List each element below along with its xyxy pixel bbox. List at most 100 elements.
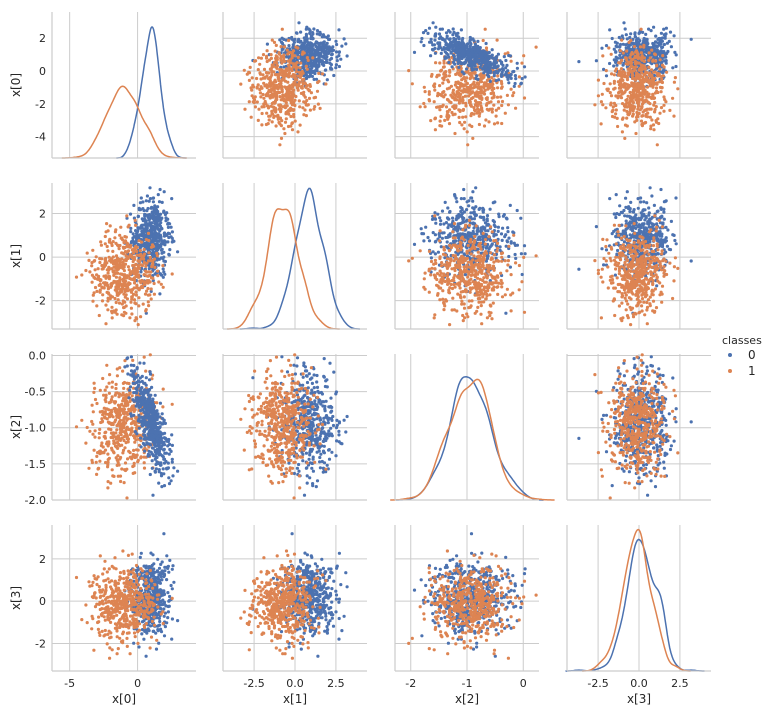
scatter-point-0 bbox=[671, 66, 675, 70]
scatter-point-1 bbox=[630, 74, 634, 78]
scatter-point-0 bbox=[466, 50, 470, 55]
scatter-point-0 bbox=[476, 39, 480, 44]
scatter-point-1 bbox=[116, 279, 120, 284]
scatter-point-0 bbox=[148, 197, 152, 201]
scatter-point-1 bbox=[137, 239, 141, 243]
scatter-point-0 bbox=[439, 219, 443, 223]
scatter-point-1 bbox=[630, 104, 634, 108]
scatter-point-0 bbox=[448, 30, 452, 34]
scatter-point-1 bbox=[649, 73, 654, 77]
scatter-point-1 bbox=[111, 249, 115, 253]
scatter-point-1 bbox=[509, 273, 513, 277]
scatter-point-1 bbox=[635, 110, 639, 115]
scatter-point-1 bbox=[266, 106, 271, 110]
scatter-point-1 bbox=[106, 271, 110, 275]
scatter-point-1 bbox=[105, 290, 109, 294]
scatter-point-1 bbox=[125, 214, 129, 218]
scatter-point-0 bbox=[500, 70, 504, 74]
scatter-point-1 bbox=[484, 297, 488, 301]
scatter-point-1 bbox=[259, 95, 263, 99]
scatter-point-0 bbox=[612, 64, 616, 68]
scatter-point-1 bbox=[438, 108, 442, 112]
scatter-point-1 bbox=[107, 255, 111, 259]
scatter-point-1 bbox=[108, 237, 112, 241]
scatter-point-0 bbox=[497, 215, 501, 219]
scatter-point-1 bbox=[130, 312, 134, 316]
scatter-point-1 bbox=[105, 244, 109, 249]
scatter-point-1 bbox=[121, 266, 125, 270]
scatter-point-0 bbox=[445, 36, 449, 40]
scatter-point-1 bbox=[423, 271, 427, 275]
scatter-point-1 bbox=[101, 267, 105, 271]
scatter-point-1 bbox=[628, 96, 633, 100]
scatter-point-1 bbox=[471, 90, 475, 94]
scatter-point-1 bbox=[500, 103, 504, 108]
scatter-point-0 bbox=[150, 211, 154, 215]
scatter-point-0 bbox=[334, 66, 338, 70]
scatter-point-0 bbox=[144, 222, 148, 226]
scatter-point-0 bbox=[507, 53, 511, 58]
panel-r0-c3 bbox=[566, 12, 711, 159]
scatter-point-1 bbox=[110, 259, 114, 263]
scatter-point-0 bbox=[641, 30, 645, 34]
scatter-point-1 bbox=[118, 290, 122, 294]
scatter-point-1 bbox=[105, 222, 109, 226]
scatter-point-1 bbox=[630, 81, 634, 85]
scatter-point-1 bbox=[451, 253, 455, 258]
scatter-point-1 bbox=[496, 86, 500, 90]
scatter-point-1 bbox=[261, 53, 266, 57]
scatter-point-0 bbox=[486, 229, 490, 233]
scatter-point-1 bbox=[423, 287, 427, 291]
scatter-point-0 bbox=[442, 38, 446, 42]
scatter-point-0 bbox=[460, 221, 464, 225]
scatter-point-1 bbox=[103, 242, 107, 246]
scatter-point-1 bbox=[100, 257, 104, 261]
scatter-point-0 bbox=[471, 190, 475, 194]
scatter-point-1 bbox=[499, 95, 503, 99]
scatter-point-1 bbox=[114, 275, 118, 279]
scatter-point-0 bbox=[298, 45, 302, 49]
scatter-point-1 bbox=[290, 74, 294, 78]
y-tick-label: 0 bbox=[39, 65, 46, 78]
scatter-point-1 bbox=[470, 264, 474, 268]
scatter-point-1 bbox=[285, 104, 289, 108]
scatter-point-0 bbox=[438, 222, 443, 226]
scatter-point-0 bbox=[148, 186, 152, 190]
scatter-point-0 bbox=[614, 44, 618, 48]
scatter-point-1 bbox=[284, 87, 289, 91]
scatter-point-1 bbox=[85, 251, 89, 255]
scatter-point-1 bbox=[435, 283, 439, 287]
scatter-point-1 bbox=[133, 218, 137, 222]
scatter-point-1 bbox=[656, 117, 660, 121]
scatter-point-1 bbox=[108, 224, 112, 228]
scatter-point-0 bbox=[460, 39, 464, 43]
scatter-point-1 bbox=[637, 75, 641, 79]
scatter-point-0 bbox=[314, 50, 318, 55]
scatter-point-0 bbox=[661, 71, 665, 75]
scatter-point-1 bbox=[469, 103, 473, 107]
scatter-point-1 bbox=[125, 243, 129, 247]
scatter-point-1 bbox=[114, 228, 118, 232]
scatter-point-1 bbox=[98, 260, 102, 265]
panel-r0-c0: 20-2-4x[0] bbox=[9, 12, 196, 159]
scatter-point-1 bbox=[620, 130, 625, 134]
scatter-point-0 bbox=[462, 187, 466, 192]
scatter-point-1 bbox=[438, 273, 442, 277]
scatter-point-1 bbox=[645, 71, 649, 75]
scatter-point-1 bbox=[275, 97, 279, 102]
scatter-point-0 bbox=[157, 263, 161, 267]
scatter-point-1 bbox=[467, 299, 471, 303]
scatter-point-0 bbox=[337, 64, 341, 69]
scatter-point-1 bbox=[257, 107, 261, 111]
y-axis-label: x[0] bbox=[9, 73, 23, 97]
scatter-point-0 bbox=[314, 41, 318, 45]
scatter-point-1 bbox=[522, 54, 526, 58]
scatter-point-1 bbox=[650, 118, 654, 122]
scatter-point-1 bbox=[608, 82, 612, 86]
scatter-point-1 bbox=[132, 268, 136, 272]
scatter-point-1 bbox=[129, 300, 133, 304]
scatter-point-1 bbox=[432, 316, 436, 320]
scatter-point-1 bbox=[318, 106, 322, 110]
scatter-point-0 bbox=[322, 63, 326, 67]
scatter-point-1 bbox=[621, 70, 626, 74]
